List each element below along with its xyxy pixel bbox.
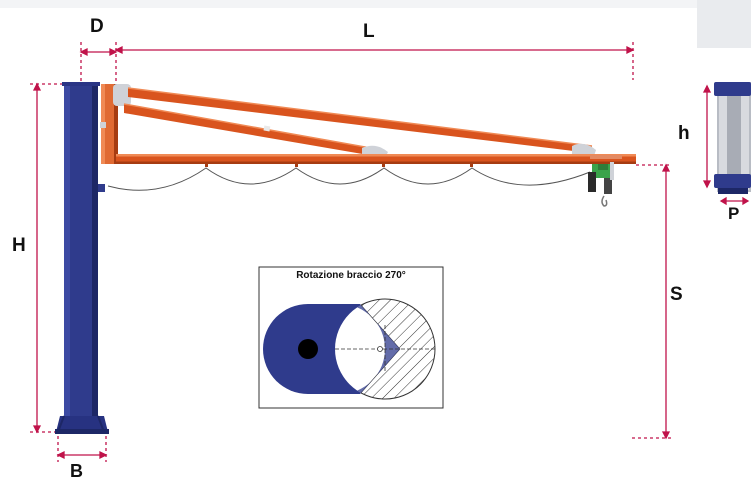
column-shade <box>64 84 70 426</box>
dimension-L-label: L <box>363 21 375 42</box>
column-cap <box>62 82 100 86</box>
base-plate <box>55 429 109 434</box>
column-edge <box>92 84 98 426</box>
side-view-bottom-flange <box>714 174 751 188</box>
bracket-cap-top <box>113 84 131 106</box>
column-hole <box>298 339 318 359</box>
rotation-inset <box>258 266 444 409</box>
column <box>55 82 109 434</box>
dimension-L-line <box>114 42 635 80</box>
dimension-D-line <box>79 42 118 84</box>
column-base <box>56 416 108 432</box>
dimension-S-line <box>632 163 672 440</box>
dimension-H-line <box>30 82 62 434</box>
top-band-white <box>0 0 697 8</box>
inset-title: Rotazione braccio 270° <box>296 270 406 281</box>
side-view-detail <box>714 82 751 194</box>
jib-arm <box>100 84 636 191</box>
hoist-motor <box>588 172 596 192</box>
lower-tie-rod <box>124 104 382 157</box>
dimension-S-label: S <box>670 284 683 305</box>
hoist-hook <box>601 195 608 207</box>
dimension-B-label: B <box>70 461 83 481</box>
rod-fitting-mid <box>362 145 388 156</box>
dimension-P-label: P <box>728 204 740 223</box>
upper-tie-rod <box>128 88 592 153</box>
hoist <box>588 162 614 207</box>
top-band <box>697 0 751 48</box>
dimension-h-line <box>702 84 712 189</box>
festoon-cable <box>107 167 591 191</box>
slew-pin <box>98 184 105 192</box>
beam-pegs <box>205 164 473 167</box>
dimension-lines <box>30 42 750 462</box>
rod-fitting-far <box>572 143 596 156</box>
jib-beam <box>116 154 636 164</box>
dimension-H-label: H <box>12 235 26 256</box>
dimension-D-label: D <box>90 16 104 37</box>
dimension-B-line <box>56 436 108 462</box>
dimension-h-label: h <box>678 123 690 144</box>
dimension-P-line <box>719 196 750 206</box>
side-view-top-flange <box>714 82 751 96</box>
